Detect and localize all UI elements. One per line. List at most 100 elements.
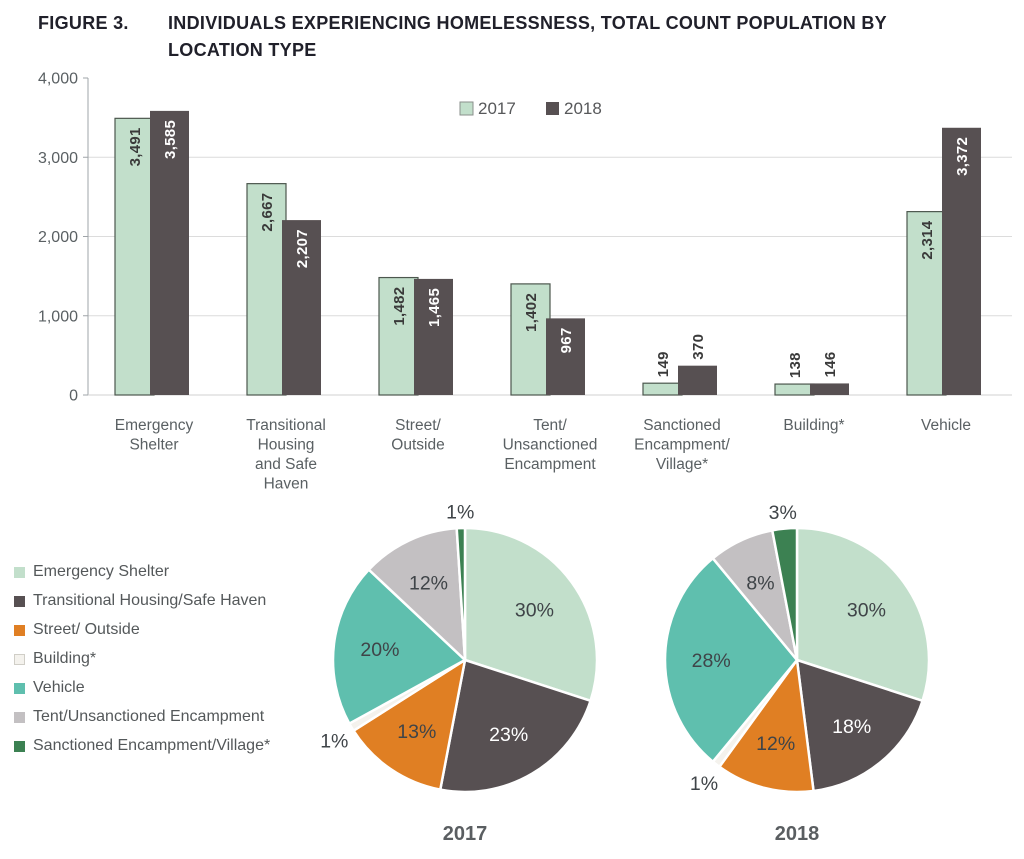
pie-pct-label-2018-5: 8% — [746, 572, 774, 594]
figure-title: INDIVIDUALS EXPERIENCING HOMELESSNESS, T… — [168, 10, 887, 64]
x-category-line: Transitional — [246, 417, 326, 434]
bar-value-label-2017-2: 1,482 — [391, 287, 408, 326]
bar-2018-3 — [546, 318, 585, 395]
pie-pct-label-2017-4: 20% — [360, 639, 399, 661]
bar-value-label-2018-1: 2,207 — [294, 229, 311, 268]
bar-legend-swatch-2018 — [546, 102, 559, 115]
x-category-line: Haven — [264, 476, 309, 493]
bar-value-label-2017-6: 2,314 — [919, 220, 936, 259]
pie-pct-label-2017-0: 30% — [515, 600, 554, 622]
pie-slice-2017-4 — [331, 568, 467, 725]
pie-slice-2018-4 — [663, 557, 799, 763]
bar-2017-5 — [774, 383, 815, 396]
pie-charts: 30% 23% 13% 1% 20% 12% 1% 2017 30% 18% 12% 1% 28% 8% 3… — [320, 501, 931, 845]
x-category-line: Outside — [391, 437, 444, 454]
bar-value-label-2018-0: 3,585 — [162, 120, 179, 159]
y-tick-label: 0 — [69, 388, 78, 405]
y-tick-label: 4,000 — [38, 71, 78, 88]
pie-pct-label-2018-6: 3% — [769, 502, 797, 524]
bar-2018-6 — [942, 127, 981, 396]
bar-2018-1 — [282, 220, 321, 395]
x-category-label: Building* — [783, 417, 844, 434]
legend-label-vehicle: Vehicle — [33, 679, 85, 696]
pie-slice-2017-1 — [439, 658, 592, 794]
x-category-line: Encampment — [504, 456, 596, 473]
x-category-line: Shelter — [129, 437, 178, 454]
legend-label-street_outside: Street/ Outside — [33, 621, 140, 638]
figure-label: FIGURE 3. — [38, 13, 129, 33]
pie-pct-label-2017-3: 1% — [320, 730, 348, 752]
pie-slice-2017-6 — [455, 526, 467, 662]
x-category-label: Tent/Unsanctioned Encampment — [503, 417, 598, 473]
figure-title-line1: INDIVIDUALS EXPERIENCING HOMELESSNESS, T… — [168, 13, 887, 33]
bar-value-label-2018-6: 3,372 — [954, 137, 971, 176]
bar-2017-0 — [114, 117, 155, 396]
y-tick-label: 3,000 — [38, 150, 78, 167]
legend-swatch-transitional_housing — [14, 595, 25, 607]
x-category-line: Village* — [656, 456, 708, 473]
bar-2018-2 — [414, 278, 453, 395]
legend-label-sanctioned_village: Sanctioned Encampment/Village* — [33, 737, 271, 754]
bar-2017-4 — [642, 382, 683, 396]
pie-pct-label-2018-2: 12% — [756, 733, 795, 755]
bar-2017-3 — [510, 283, 551, 396]
x-category-label: Emergency Shelter — [115, 417, 194, 454]
x-category-line: Encampment/ — [634, 437, 730, 454]
legend-swatch-tent_unsanctioned — [14, 711, 25, 723]
x-category-line: Building* — [783, 417, 844, 434]
bar-value-label-2017-4: 149 — [655, 351, 672, 377]
legend-item-sanctioned_village: Sanctioned Encampment/Village* — [14, 737, 270, 755]
pie-pct-label-2017-1: 23% — [489, 724, 528, 746]
x-category-line: Emergency — [115, 417, 194, 434]
bar-2018-4 — [678, 365, 717, 395]
x-category-label: Vehicle — [921, 417, 971, 434]
legend-label-emergency_shelter: Emergency Shelter — [33, 563, 170, 580]
legend-item-tent_unsanctioned: Tent/Unsanctioned Encampment — [14, 708, 270, 726]
pie-slice-2018-1 — [795, 658, 924, 793]
pie-legend: Emergency Shelter Transitional Housing/Sa… — [14, 563, 270, 766]
y-tick-label: 2,000 — [38, 229, 78, 246]
bar-value-label-2018-5: 146 — [822, 351, 839, 377]
bar-value-label-2018-3: 967 — [558, 327, 575, 353]
x-category-line: and Safe — [255, 456, 317, 473]
x-category-label: Sanctioned Encampment/Village* — [634, 417, 730, 473]
y-tick-label: 1,000 — [38, 308, 78, 325]
pie-pct-label-2017-2: 13% — [397, 721, 436, 743]
bar-chart: 0 1,000 2,000 3,000 4,000 Emergency Shelter Tra… — [38, 71, 1012, 493]
pie-pct-label-2018-3: 1% — [690, 773, 718, 795]
legend-item-street_outside: Street/ Outside — [14, 621, 270, 639]
pie-pct-label-2017-5: 12% — [409, 572, 448, 594]
x-category-line: Street/ — [395, 417, 441, 434]
legend-label-tent_unsanctioned: Tent/Unsanctioned Encampment — [33, 708, 265, 725]
legend-item-building: Building* — [14, 650, 270, 668]
bar-value-label-2018-4: 370 — [690, 334, 707, 360]
pie-slice-2017-2 — [352, 658, 467, 791]
bar-value-label-2017-1: 2,667 — [259, 193, 276, 232]
bar-legend-label-2018: 2018 — [564, 99, 602, 118]
pie-caption-2018: 2018 — [775, 823, 820, 845]
x-category-label: Transitional Housing and Safe Haven — [246, 417, 326, 493]
legend-swatch-building — [14, 653, 25, 665]
bar-value-label-2018-2: 1,465 — [426, 288, 443, 327]
legend-label-building: Building* — [33, 650, 97, 667]
pie-pct-label-2017-6: 1% — [446, 501, 474, 523]
pie-caption-2017: 2017 — [443, 823, 488, 845]
x-category-line: Unsanctioned — [503, 437, 598, 454]
pie-pct-label-2018-1: 18% — [832, 716, 871, 738]
pie-slice-2018-6 — [771, 526, 799, 662]
pie-slice-2017-0 — [463, 526, 599, 703]
pie-slice-2017-5 — [367, 527, 467, 662]
bar-2017-2 — [378, 276, 419, 396]
pie-pct-label-2018-4: 28% — [692, 650, 731, 672]
legend-swatch-emergency_shelter — [14, 566, 25, 578]
bar-value-label-2017-5: 138 — [787, 352, 804, 378]
pie-slice-2018-2 — [718, 658, 815, 794]
x-category-line: Tent/ — [533, 417, 567, 434]
figure-header: FIGURE 3. INDIVIDUALS EXPERIENCING HOMEL… — [38, 10, 887, 64]
bar-legend-label-2017: 2017 — [478, 99, 516, 118]
legend-swatch-street_outside — [14, 624, 25, 636]
legend-swatch-sanctioned_village — [14, 740, 25, 752]
x-category-line: Vehicle — [921, 417, 971, 434]
legend-item-emergency_shelter: Emergency Shelter — [14, 563, 270, 581]
bar-2018-5 — [810, 383, 849, 395]
